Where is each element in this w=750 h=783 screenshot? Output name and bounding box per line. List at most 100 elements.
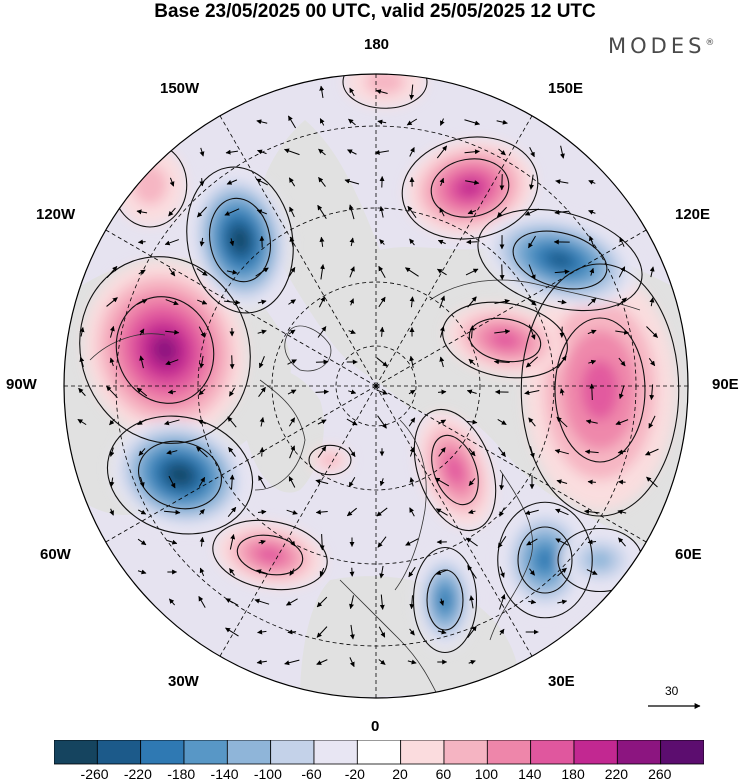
wind-vector-arrow [588,180,596,185]
wind-vector-arrow [524,390,540,396]
wind-vector-arrow [555,179,569,185]
wind-vector-arrow [408,417,416,427]
wind-vector-arrow [256,569,268,575]
wind-vector-arrow [317,204,327,219]
geopotential-contour [413,408,497,532]
wind-vector-arrow [258,539,266,545]
wind-vector-arrow [528,417,536,427]
wind-vector-arrow [163,509,181,515]
colorbar-tick-label: 260 [648,766,672,782]
wind-vector-arrow [379,565,385,579]
wind-vector-arrow [555,538,569,546]
wind-vector-arrow [440,118,445,126]
wind-vector-arrow [198,326,206,338]
geopotential-contour [512,230,608,290]
wind-vector-arrow [439,356,445,368]
wind-vector-arrow [168,267,176,277]
wind-vector-arrow [615,329,630,335]
wind-vector-arrow [588,235,595,249]
wind-vector-arrow [315,479,329,485]
wind-vector-arrow [434,477,450,487]
wind-vector-arrow [259,417,265,427]
wind-vector-arrow [349,266,355,278]
coastline [254,379,306,491]
wind-vector-arrow [347,149,357,155]
wind-vector-arrow [344,178,360,185]
geopotential-contour [115,296,215,404]
wind-vector-arrow [556,416,568,428]
anomaly-region [170,466,190,484]
wind-vector-arrow [109,508,114,516]
wind-vector-arrow [256,659,267,665]
wind-vector-arrow [198,388,206,396]
colorbar-tick-label: -180 [167,766,196,782]
wind-vector-arrow [138,269,146,275]
wind-vector-arrow [319,264,325,280]
wind-vector-arrow [439,295,446,309]
wind-vector-arrow [349,624,355,640]
wind-vector-arrow [467,565,477,579]
wind-vector-arrow [494,298,510,304]
wind-vector-arrow [287,389,297,395]
wind-vector-arrow [288,329,296,335]
wind-vector-arrow [436,145,448,159]
lon-label-0: 0 [371,718,380,735]
wind-vector-arrow [468,660,476,665]
wind-vector-arrow [196,268,208,276]
wind-vector-arrow [498,447,506,457]
wind-vector-arrow [199,508,205,515]
wind-vector-arrow [409,628,415,636]
wind-vector-arrow [409,296,415,308]
wind-vector-arrow [439,598,445,606]
colorbar-swatch [96,740,142,765]
wind-vector-arrow [556,479,568,485]
wind-vector-arrow [197,299,208,305]
wind-vector-arrow [79,326,85,337]
anomaly-region [536,549,554,571]
wind-vector-arrow [499,594,506,610]
wind-vector-arrow [409,447,415,457]
anomaly-region [546,251,574,269]
wind-vector-arrow [467,296,477,308]
wind-vector-arrow [257,629,267,635]
wind-vector-arrow [528,324,536,340]
wind-vector-arrow [617,509,627,515]
anomaly-region [256,546,284,564]
anomaly-region [490,330,520,350]
wind-vector-arrow [498,148,506,156]
wind-vector-arrow [406,118,418,126]
wind-vector-arrow [378,626,386,638]
wind-vector-arrow [588,359,597,365]
wind-vector-arrow [348,477,356,488]
wind-vector-arrow [587,479,596,485]
wind-vector-arrow [197,206,207,218]
wind-vector-arrow [348,389,357,395]
lon-label-90e: 90E [712,376,739,393]
colorbar-tick-label: -260 [80,766,109,782]
wind-vector-arrow [529,174,535,190]
wind-vector-arrow [285,598,298,606]
latitude-circle [335,345,417,427]
wind-vector-arrow [649,384,655,401]
wind-vector-arrow [319,534,325,551]
wind-vector-arrow [198,595,206,608]
wind-vector-arrow [165,359,179,366]
wind-vector-arrow [379,239,385,245]
wind-vector-arrow [317,326,327,338]
latitude-circle [197,207,555,565]
geopotential-contour [342,74,428,109]
wind-vector-arrow [528,599,537,605]
geopotential-contour [468,317,542,363]
map-boundary [63,73,689,699]
wind-vector-arrow [618,357,626,367]
wind-vector-arrow [287,359,297,365]
wind-vector-arrow [499,507,505,517]
wind-vector-arrow [164,239,179,246]
wind-vector-arrow [109,325,115,338]
wind-vector-arrow [165,329,180,335]
colorbar-tick-label: 60 [435,766,452,782]
wind-vector-arrow [284,148,300,156]
wind-vector-arrow [409,355,415,368]
wind-vector-arrow [136,209,148,215]
